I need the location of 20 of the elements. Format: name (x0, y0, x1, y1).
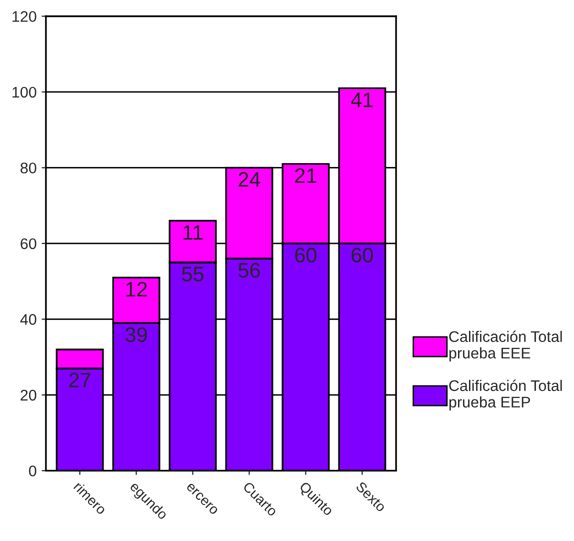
data-label: 27 (69, 372, 90, 388)
legend-label: Calificación Total prueba EEP (449, 380, 562, 411)
data-label: 56 (238, 262, 260, 278)
data-label: 60 (352, 248, 373, 263)
y-tick-label: 60 (20, 238, 36, 250)
data-label: 41 (351, 92, 373, 108)
data-label: 60 (295, 248, 316, 263)
data-label: 39 (125, 327, 147, 342)
y-tick-label: 20 (20, 390, 36, 401)
data-label: 24 (238, 172, 260, 187)
y-tick-label: 80 (20, 162, 36, 174)
data-label: 21 (295, 168, 316, 183)
legend-label: Calificación Total prueba EEE (449, 330, 562, 362)
data-label: 12 (126, 282, 147, 296)
y-tick-label: 40 (20, 314, 36, 325)
y-tick-label: 100 (12, 86, 36, 98)
data-label: 55 (182, 266, 204, 282)
y-tick-label: 0 (28, 466, 36, 476)
y-tick-label: 120 (12, 11, 36, 22)
data-label: 11 (184, 225, 203, 240)
